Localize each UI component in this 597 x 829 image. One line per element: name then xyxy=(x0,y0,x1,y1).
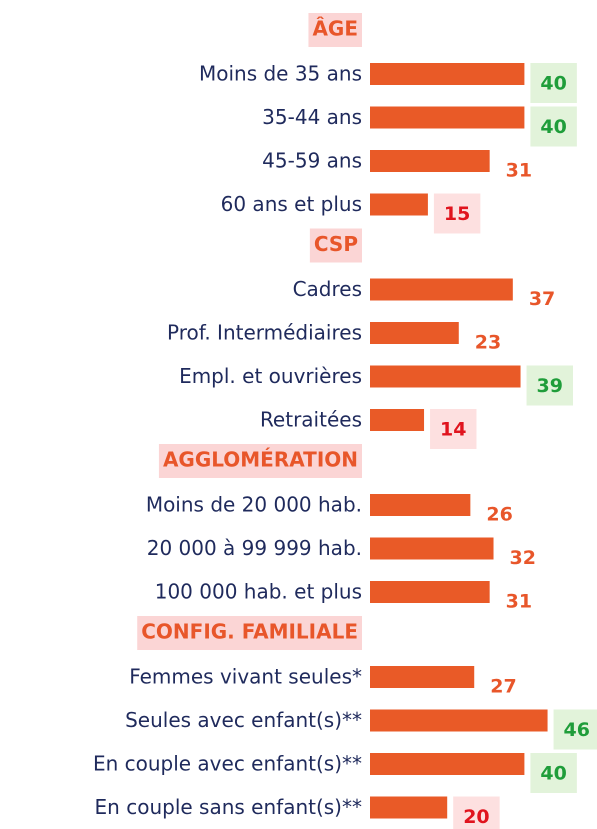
value-label-bg xyxy=(530,63,577,103)
section-header: CONFIG. FAMILIALE xyxy=(141,620,358,644)
section-header-bg xyxy=(308,13,362,47)
value-label-bg xyxy=(433,193,481,234)
bar xyxy=(370,63,525,85)
category-label: Moins de 35 ans xyxy=(199,62,362,86)
value-label: 31 xyxy=(506,591,532,613)
value-label: 14 xyxy=(440,419,466,441)
value-label: 40 xyxy=(540,763,566,785)
bar xyxy=(370,796,448,819)
bar xyxy=(370,581,490,603)
category-label: Empl. et ouvrières xyxy=(179,364,362,388)
bar xyxy=(370,106,525,129)
value-label: 37 xyxy=(529,288,555,310)
category-label: Moins de 20 000 hab. xyxy=(146,493,362,517)
value-label-bg xyxy=(530,753,577,793)
value-label: 20 xyxy=(463,806,489,828)
section-header-bg xyxy=(137,616,362,650)
value-label: 40 xyxy=(540,116,566,138)
section-header: ÂGE xyxy=(312,17,358,41)
bar xyxy=(370,666,475,688)
value-label: 39 xyxy=(537,375,563,397)
bar xyxy=(370,193,428,216)
section-header-bg xyxy=(309,228,362,263)
value-label-bg xyxy=(530,106,577,147)
category-label: Retraitées xyxy=(260,408,362,432)
bar xyxy=(370,365,521,388)
value-label: 15 xyxy=(444,203,470,225)
value-label-bg xyxy=(430,409,477,449)
value-label: 40 xyxy=(540,73,566,95)
section-header: AGGLOMÉRATION xyxy=(163,448,358,472)
bar xyxy=(370,150,490,172)
section-header: CSP xyxy=(314,232,358,256)
bar xyxy=(370,322,459,344)
category-label: 35-44 ans xyxy=(262,105,362,129)
value-label: 31 xyxy=(506,160,532,182)
value-label: 46 xyxy=(564,719,590,741)
section-header-bg xyxy=(158,444,362,478)
value-label: 26 xyxy=(486,504,512,526)
category-label: 60 ans et plus xyxy=(221,192,362,216)
category-label: 100 000 hab. et plus xyxy=(155,580,362,604)
category-label: 20 000 à 99 999 hab. xyxy=(147,536,362,560)
value-label: 23 xyxy=(475,332,501,354)
category-label: Femmes vivant seules* xyxy=(129,665,362,689)
bar xyxy=(370,537,494,560)
value-label-bg xyxy=(453,796,500,829)
value-label-bg xyxy=(526,365,573,406)
category-label: Seules avec enfant(s)** xyxy=(125,708,362,732)
category-label: Prof. Intermédiaires xyxy=(167,321,362,345)
bar xyxy=(370,709,548,732)
bar xyxy=(370,409,425,431)
bar xyxy=(370,753,525,775)
category-label: En couple sans enfant(s)** xyxy=(95,795,362,819)
value-label: 27 xyxy=(490,676,516,698)
value-label: 32 xyxy=(510,547,536,569)
bar xyxy=(370,278,513,301)
category-label: Cadres xyxy=(293,277,362,301)
value-label-bg xyxy=(553,709,597,750)
category-label: En couple avec enfant(s)** xyxy=(93,752,362,776)
category-label: 45-59 ans xyxy=(262,149,362,173)
bar xyxy=(370,494,471,516)
